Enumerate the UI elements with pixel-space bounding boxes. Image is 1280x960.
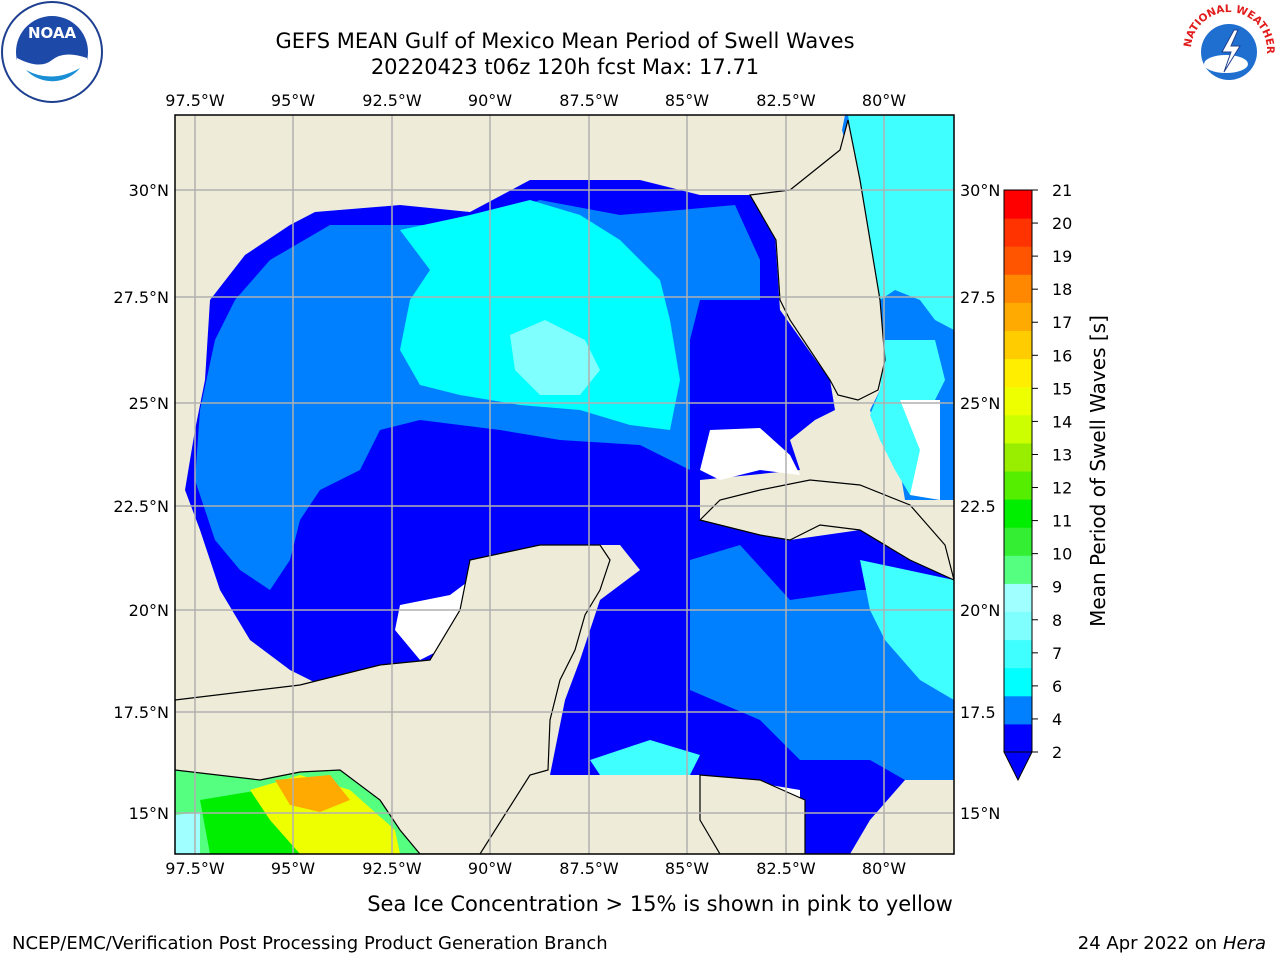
colorbar-band: [1004, 386, 1032, 416]
colorbar-band: [1004, 611, 1032, 641]
colorbar-band: [1004, 499, 1032, 528]
colorbar-tick-label: 2: [1052, 743, 1062, 762]
lon-tick-label: 87.5°W: [559, 859, 619, 878]
lon-labels-top: 97.5°W 95°W 92.5°W 90°W 87.5°W 85°W 82.5…: [165, 91, 906, 110]
colorbar-tick-label: 7: [1052, 644, 1062, 663]
lon-tick-label: 97.5°W: [165, 91, 225, 110]
lon-tick-label: 82.5°W: [756, 859, 816, 878]
colorbar-tick-label: 18: [1052, 280, 1072, 299]
date-note: 24 Apr 2022 on Hera: [1078, 933, 1266, 954]
lon-tick-label: 80°W: [862, 859, 906, 878]
colorbar-band: [1004, 414, 1032, 444]
lat-tick-label: 20°N: [129, 601, 169, 620]
lon-tick-label: 95°W: [271, 859, 315, 878]
colorbar-band: [1004, 302, 1032, 331]
colorbar-tick-label: 4: [1052, 710, 1062, 729]
host-name: Hera: [1222, 933, 1266, 954]
colorbar-tick-label: 12: [1052, 479, 1072, 498]
lat-tick-label: 15°N: [129, 804, 169, 823]
lat-labels-right: 30°N 27.5 25°N 22.5 20°N 17.5 15°N: [960, 181, 1000, 823]
no-data-cuba-area: [700, 428, 800, 480]
lon-tick-label: 95°W: [271, 91, 315, 110]
light-cyan-region: [510, 320, 600, 395]
lon-labels-bottom: 97.5°W 95°W 92.5°W 90°W 87.5°W 85°W 82.5…: [165, 859, 906, 878]
noaa-logo-text: NOAA: [28, 24, 77, 42]
colorbar-band: [1004, 246, 1032, 275]
colorbar-tick-label: 11: [1052, 512, 1072, 531]
chart-title: GEFS MEAN Gulf of Mexico Mean Period of …: [275, 29, 855, 53]
lat-tick-label: 27.5°N: [113, 288, 169, 307]
lat-tick-label: 22.5°N: [113, 497, 169, 516]
nws-logo-icon: NATIONAL WEATHER SERVICE: [1178, 0, 1277, 98]
yucatan-cyan: [590, 740, 700, 775]
sea-ice-note: Sea Ice Concentration > 15% is shown in …: [367, 892, 953, 916]
lon-tick-label: 85°W: [665, 859, 709, 878]
lon-tick-label: 90°W: [468, 91, 512, 110]
colorbar-band: [1004, 639, 1032, 669]
colorbar-tick-label: 6: [1052, 677, 1062, 696]
noaa-logo-icon: NOAA: [1, 1, 103, 103]
lon-tick-label: 92.5°W: [362, 91, 422, 110]
lat-tick-label: 20°N: [960, 601, 1000, 620]
map-frame: [174, 114, 955, 855]
colorbar-band: [1004, 667, 1032, 697]
pacific-light-cyan-area: [175, 812, 200, 854]
lon-tick-label: 90°W: [468, 859, 512, 878]
atlantic-cyan-area: [848, 115, 954, 330]
lat-tick-label: 30°N: [960, 181, 1000, 200]
lon-tick-label: 82.5°W: [756, 91, 816, 110]
colorbar-band: [1004, 695, 1032, 725]
lat-tick-label: 15°N: [960, 804, 1000, 823]
colorbar-band: [1004, 583, 1032, 612]
cuba-land: [698, 479, 954, 581]
chart-subtitle: 20220423 t06z 120h fcst Max: 17.71: [370, 55, 760, 79]
colorbar-band: [1004, 442, 1032, 472]
honduras-land: [699, 774, 806, 854]
colorbar-band: [1004, 471, 1032, 500]
lon-tick-label: 92.5°W: [362, 859, 422, 878]
lon-tick-label: 80°W: [862, 91, 906, 110]
colorbar-band: [1004, 723, 1032, 753]
date-text: 24 Apr 2022 on: [1077, 933, 1223, 954]
lon-tick-label: 97.5°W: [165, 859, 225, 878]
colorbar-tick-label: 8: [1052, 611, 1062, 630]
colorbar-label: Mean Period of Swell Waves [s]: [1086, 315, 1110, 627]
lat-tick-label: 17.5: [960, 703, 996, 722]
lat-labels-left: 30°N 27.5°N 25°N 22.5°N 20°N 17.5°N 15°N: [113, 181, 169, 823]
colorbar-band: [1004, 190, 1032, 219]
colorbar-band: [1004, 555, 1032, 584]
colorbar-tick-label: 20: [1052, 214, 1072, 233]
colorbar-under-triangle: [1003, 751, 1033, 782]
colorbar: 2 4 6 7 8 9 10 11 12 13 14 15 16 17 18 19 20 21: [1003, 181, 1072, 782]
lat-tick-label: 30°N: [129, 181, 169, 200]
credit-text: NCEP/EMC/Verification Post Processing Pr…: [12, 933, 608, 954]
colorbar-band: [1004, 330, 1032, 360]
map-gridlines: [175, 115, 954, 854]
colorbar-outline: [1003, 189, 1033, 753]
colorbar-tick-label: 9: [1052, 578, 1062, 597]
colorbar-tick-label: 16: [1052, 346, 1072, 365]
colorbar-tick-label: 10: [1052, 545, 1072, 564]
lon-tick-label: 85°W: [665, 91, 709, 110]
cyan-region: [400, 200, 680, 430]
lat-tick-label: 22.5: [960, 497, 996, 516]
lat-tick-label: 25°N: [960, 394, 1000, 413]
lat-tick-label: 17.5°N: [113, 703, 169, 722]
lat-tick-label: 25°N: [129, 394, 169, 413]
lat-tick-label: 27.5: [960, 288, 996, 307]
colorbar-tick-label: 14: [1052, 412, 1072, 431]
lon-tick-label: 87.5°W: [559, 91, 619, 110]
colorbar-tick-label: 17: [1052, 313, 1072, 332]
colorbar-band: [1004, 527, 1032, 556]
colorbar-band: [1004, 358, 1032, 388]
colorbar-band: [1004, 274, 1032, 303]
colorbar-band: [1004, 218, 1032, 247]
colorbar-tick-label: 15: [1052, 379, 1072, 398]
colorbar-tick-label: 21: [1052, 181, 1072, 200]
colorbar-tick-label: 13: [1052, 445, 1072, 464]
colorbar-tick-label: 19: [1052, 247, 1072, 266]
no-data-florida-keys: [900, 400, 940, 500]
